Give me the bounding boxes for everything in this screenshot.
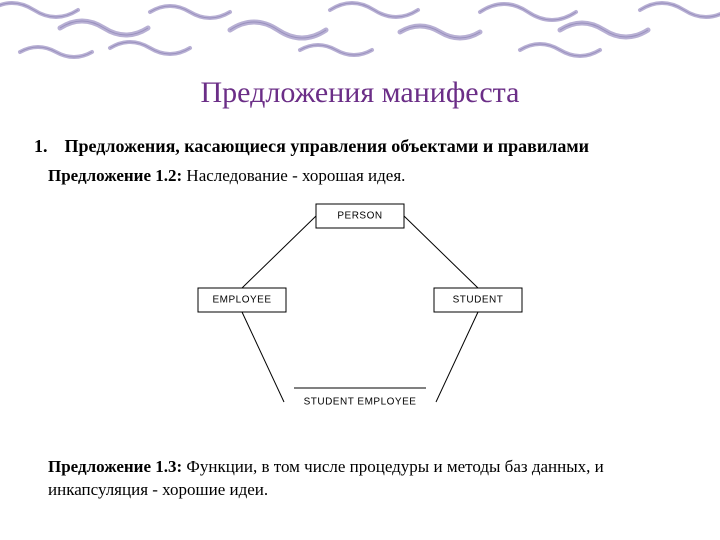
diagram-node-label-employee: EMPLOYEE — [212, 295, 271, 306]
diagram-node-label-student: STUDENT — [453, 295, 504, 306]
proposition-1-3-label: Предложение 1.3: — [48, 457, 182, 476]
proposition-1-2-label: Предложение 1.2: — [48, 166, 182, 185]
inheritance-diagram: PERSON EMPLOYEE STUDENT STUDENT EMPLOYEE — [166, 196, 554, 428]
diagram-edge — [436, 312, 478, 402]
diagram-node-label-studemp: STUDENT EMPLOYEE — [304, 397, 417, 408]
diagram-node-label-person: PERSON — [337, 211, 382, 222]
diagram-edge — [242, 312, 284, 402]
decorative-banner — [0, 0, 720, 70]
proposition-1-2: Предложение 1.2: Наследование - хорошая … — [48, 166, 405, 186]
diagram-edge — [242, 216, 316, 288]
section-number: 1. — [34, 136, 60, 157]
diagram-edge — [404, 216, 478, 288]
section-heading: 1. Предложения, касающиеся управления об… — [34, 136, 589, 157]
proposition-1-2-text: Наследование - хорошая идея. — [182, 166, 405, 185]
page-title: Предложения манифеста — [0, 76, 720, 110]
section-heading-text: Предложения, касающиеся управления объек… — [65, 136, 589, 156]
proposition-1-3: Предложение 1.3: Функции, в том числе пр… — [48, 456, 668, 502]
slide: Предложения манифеста 1. Предложения, ка… — [0, 0, 720, 540]
